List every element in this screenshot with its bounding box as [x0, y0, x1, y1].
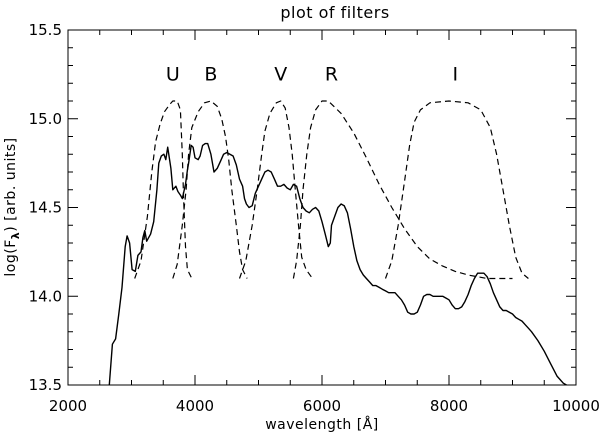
chart-title: plot of filters: [280, 3, 389, 22]
y-tick-label: 14.5: [29, 199, 62, 217]
x-tick-label: 8000: [430, 397, 468, 415]
y-tick-label: 15.5: [29, 21, 62, 39]
y-tick-label: 14.0: [29, 287, 62, 305]
y-tick-label: 13.5: [29, 376, 62, 394]
x-axis-label: wavelength [Å]: [265, 416, 379, 433]
filter-curve-v: [238, 100, 313, 279]
filter-label-u: U: [166, 63, 180, 85]
y-axis: 13.5 14.0 14.5 15.0 15.5: [29, 21, 576, 394]
y-axis-label-subscript: λ: [9, 232, 22, 239]
x-tick-label: 10000: [552, 397, 600, 415]
y-axis-label: log(Fλ) [arb. units]: [3, 137, 22, 276]
y-tick-label: 15.0: [29, 110, 62, 128]
plot-frame: [67, 29, 577, 386]
filter-label-v: V: [274, 63, 287, 85]
filter-label-i: I: [453, 63, 459, 85]
filter-curve-r: [292, 100, 513, 280]
spectrum-line: [108, 142, 567, 385]
filter-label-r: R: [325, 63, 338, 85]
x-axis: 2000 4000 6000 8000 10000: [49, 30, 600, 415]
y-axis-label-main: log(F: [3, 239, 19, 276]
series-layer: [108, 100, 567, 385]
filter-curve-b: [172, 100, 248, 279]
filter-curve-u: [134, 100, 193, 279]
x-tick-label: 2000: [49, 397, 87, 415]
y-axis-label-tail: ) [arb. units]: [3, 137, 19, 231]
filter-label-b: B: [204, 63, 217, 85]
x-tick-label: 6000: [303, 397, 341, 415]
x-tick-label: 4000: [176, 397, 214, 415]
filter-curve-i: [384, 100, 529, 279]
